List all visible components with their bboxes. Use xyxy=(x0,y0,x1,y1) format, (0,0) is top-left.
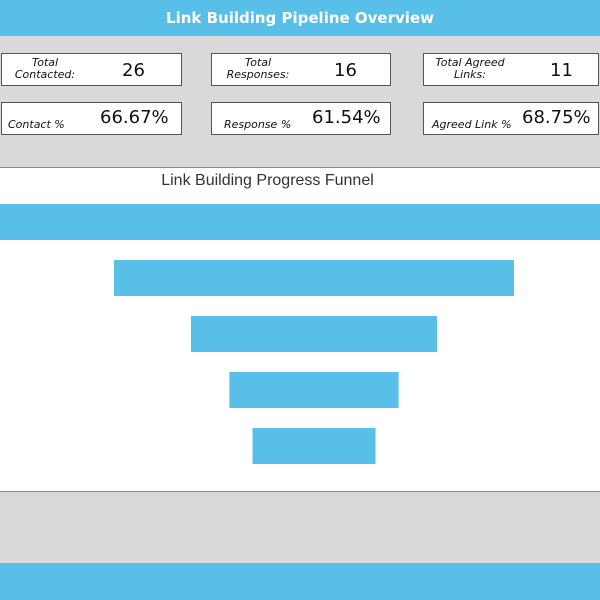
total-contacted-label: Total Contacted: xyxy=(14,56,76,81)
total-agreed-links-value: 11 xyxy=(550,60,573,81)
total-agreed-links-card: Total Agreed Links: 11 xyxy=(423,53,599,86)
total-responses-value: 16 xyxy=(334,60,357,81)
funnel-bar-5 xyxy=(252,428,376,464)
stats-panel: Total Contacted: 26 Total Responses: 16 … xyxy=(0,36,600,168)
total-responses-card: Total Responses: 16 xyxy=(211,53,391,86)
contact-percent-value: 66.67% xyxy=(100,107,169,128)
chart-title: Link Building Progress Funnel xyxy=(161,172,374,189)
bottom-panel xyxy=(0,491,600,563)
response-percent-label: Response % xyxy=(224,118,292,131)
funnel-bar-1 xyxy=(0,204,600,240)
response-percent-card: Response % 61.54% xyxy=(211,102,391,135)
agreed-link-percent-value: 68.75% xyxy=(522,107,591,128)
agreed-link-percent-label: Agreed Link % xyxy=(432,118,512,131)
agreed-link-percent-card: Agreed Link % 68.75% xyxy=(423,102,599,135)
funnel-bar-4 xyxy=(229,372,399,408)
total-agreed-links-label: Total Agreed Links: xyxy=(435,56,505,81)
dashboard-footer xyxy=(0,563,600,600)
funnel-svg xyxy=(0,204,600,464)
total-contacted-card: Total Contacted: 26 xyxy=(1,53,182,86)
total-responses-label: Total Responses: xyxy=(226,56,290,81)
contact-percent-label: Contact % xyxy=(8,118,65,131)
dashboard-title: Link Building Pipeline Overview xyxy=(166,9,434,27)
funnel-bar-3 xyxy=(190,316,438,352)
response-percent-value: 61.54% xyxy=(312,107,381,128)
funnel-bar-2 xyxy=(114,260,514,296)
total-contacted-value: 26 xyxy=(122,60,145,81)
contact-percent-card: Contact % 66.67% xyxy=(1,102,182,135)
funnel-chart: Link Building Progress Funnel xyxy=(0,168,600,491)
dashboard-header: Link Building Pipeline Overview xyxy=(0,0,600,36)
